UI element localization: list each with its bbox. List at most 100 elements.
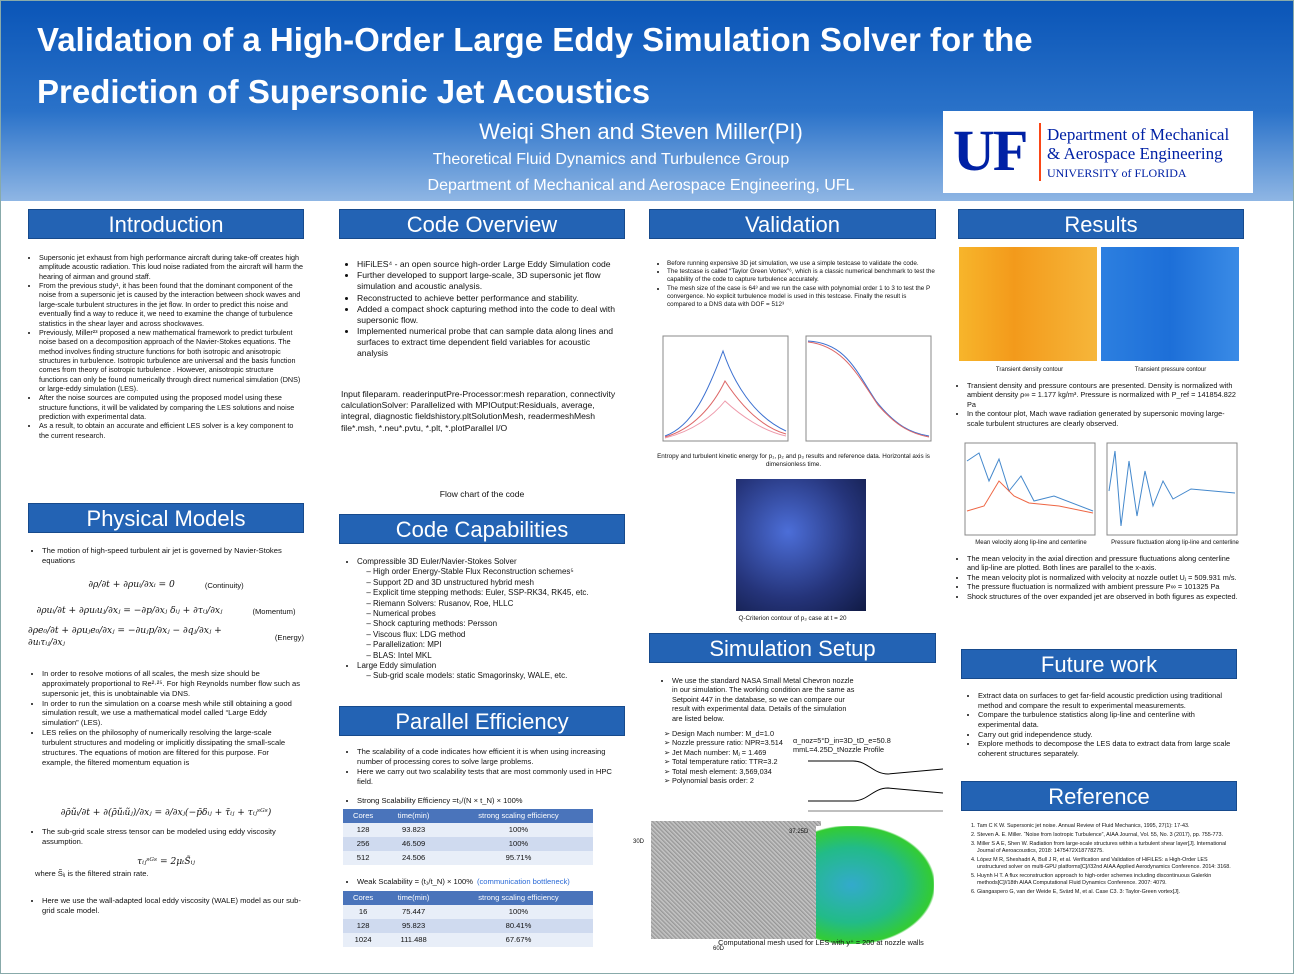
bullet: Reconstructed to achieve better performa…: [357, 293, 616, 304]
logo-text: UNIVERSITY of FLORIDA: [1047, 166, 1187, 180]
bullet: Supersonic jet exhaust from high perform…: [39, 253, 304, 281]
bullet: Shock capturing methods: Persson: [373, 619, 621, 629]
section-title: Simulation Setup: [649, 633, 936, 663]
table-header: Cores time(min) strong scaling efficiency: [343, 891, 593, 905]
equation: ∂ρ̄ũᵢ/∂t + ∂(ρ̄ũᵢũⱼ)/∂xⱼ = ∂/∂xⱼ(−p̄δᵢⱼ …: [60, 808, 272, 819]
bullet: Large Eddy simulationSub-grid scale mode…: [357, 661, 621, 682]
title: Prediction of Supersonic Jet Acoustics: [37, 73, 651, 110]
energy-plot: [805, 335, 932, 442]
bullet: The testcase is called “Taylor Green Vor…: [667, 268, 936, 284]
bullet-list: High order Energy-Stable Flux Reconstruc…: [357, 567, 621, 661]
table-row: 512 24.506 95.71%: [343, 851, 593, 865]
density-contour: [959, 247, 1097, 361]
curve: [664, 379, 787, 438]
bullet: Here we carry out two scalability tests …: [357, 767, 621, 787]
table-cell: 95.71%: [443, 851, 593, 865]
content-block: Cores time(min) strong scaling efficiency 1…: [339, 891, 625, 947]
content-block: Mean velocity along lip-line and centerl…: [959, 540, 1247, 548]
reference: Huynh H T. A flux reconstruction approac…: [977, 873, 1239, 887]
bullet-list: Supersonic jet exhaust from high perform…: [28, 253, 304, 440]
caption: Flow chart of the code: [439, 489, 525, 499]
section-title: Results: [958, 209, 1244, 239]
table-header-cell: time(min): [383, 891, 444, 905]
bullet: Strong Scalability Efficiency =t₁/(N × t…: [357, 796, 621, 806]
flowchart-label: Parallel I/O: [464, 422, 508, 433]
equation-label: (Continuity): [204, 581, 244, 591]
plot-frame: [1106, 442, 1238, 536]
content-block: Extract data on surfaces to get far-fiel…: [967, 691, 1237, 758]
bullet-list: Compressible 3D Euler/Navier-Stokes Solv…: [346, 557, 621, 682]
table-header-cell: Cores: [343, 891, 384, 905]
bullet: BLAS: Intel MKL: [373, 651, 621, 661]
reference: Tam C K W. Supersonic jet noise. Annual …: [977, 823, 1239, 830]
bullet: The mesh size of the case is 64³ and we …: [667, 285, 936, 310]
bullet: As a result, to obtain an accurate and e…: [39, 421, 304, 440]
bullet: The sub-grid scale stress tensor can be …: [42, 827, 301, 847]
flowchart-label: input: [427, 389, 447, 399]
flowchart-label: mesh: [552, 411, 574, 422]
section-title: Code Capabilities: [339, 514, 625, 544]
content-block: ∂ρ̄ũᵢ/∂t + ∂(ρ̄ũᵢũⱼ)/∂xⱼ = ∂/∂xⱼ(−p̄δᵢⱼ …: [28, 801, 304, 827]
section-title: Physical Models: [28, 503, 304, 533]
table-cell: 128: [343, 919, 384, 933]
logo-bar: [1039, 123, 1041, 181]
content-block: The sub-grid scale stress tensor can be …: [31, 827, 301, 847]
group: Theoretical Fluid Dynamics and Turbulenc…: [432, 151, 790, 168]
bullet: We use the standard NASA Small Metal Che…: [672, 676, 856, 723]
curve: [664, 349, 787, 437]
logo: UF Department of Mechanical & Aerospace …: [943, 111, 1253, 193]
bullet: Shock structures of the over expanded je…: [967, 592, 1241, 601]
bullet: Jet Mach number: Mⱼ = 1.469: [672, 748, 801, 757]
table-cell: 1024: [343, 933, 384, 947]
bullet: Here we use the wall-adapted local eddy …: [42, 896, 301, 916]
nozzle-wall: [808, 787, 944, 802]
caption: Q-Criterion contour of p₃ case at t = 20: [738, 615, 847, 622]
section-title: Future work: [961, 649, 1237, 679]
flowchart-label: Mesh, reader: [502, 411, 553, 422]
table-header-cell: Cores: [343, 809, 384, 823]
bullet-list: Extract data on surfaces to get far-fiel…: [967, 691, 1237, 758]
content-block: Weak Scalability = (t₁/t_N) × 100%(commu…: [346, 877, 621, 887]
header: Validation of a High-Order Large Eddy Si…: [1, 1, 1293, 201]
content-block: The motion of high-speed turbulent air j…: [31, 546, 301, 566]
bullet-list: Transient density and pressure contours …: [956, 381, 1241, 428]
table-header-cell: strong scaling efficiency: [443, 809, 593, 823]
flowchart-label: history.plt: [435, 411, 472, 422]
table-cell: 80.41%: [443, 919, 593, 933]
content-block: Tam C K W. Supersonic jet noise. Annual …: [963, 823, 1239, 898]
logo-text: Department of Mechanical: [1047, 125, 1230, 144]
bullet: The motion of high-speed turbulent air j…: [42, 546, 301, 566]
q-criterion-image: [736, 479, 866, 611]
bullet: Viscous flux: LDG method: [373, 630, 621, 640]
caption: Entropy and turbulent kinetic energy for…: [657, 453, 930, 469]
entropy-plot: [662, 335, 789, 442]
bullet-list: The mean velocity in the axial direction…: [956, 554, 1241, 601]
table-cell: 111.488: [383, 933, 444, 947]
curve: [807, 340, 930, 437]
table-cell: 16: [343, 905, 384, 919]
bullet-list: In order to resolve motions of all scale…: [31, 669, 301, 768]
bullet: The pressure fluctuation is normalized w…: [967, 582, 1241, 591]
curve: [807, 341, 930, 438]
bullet: Design Mach number: M_d=1.0: [672, 729, 801, 738]
nozzle-label: D_in=3D_t: [824, 736, 859, 745]
bullet-list: The sub-grid scale stress tensor can be …: [31, 827, 301, 847]
table: Cores time(min) strong scaling efficiency 1…: [343, 891, 593, 947]
equation: ∂ρe₀/∂t + ∂ρuⱼe₀/∂xⱼ = −∂uⱼp/∂xⱼ − ∂qⱼ/∂…: [28, 626, 222, 648]
caption: Mean velocity along lip-line and centerl…: [975, 540, 1087, 546]
bullet: Parallelization: MPI: [373, 640, 621, 650]
curve: [664, 400, 787, 439]
flowchart-label: Output:: [490, 400, 519, 411]
table-cell: 93.823: [383, 823, 444, 837]
nozzle-wall: [808, 760, 944, 775]
bullet: Explicit time stepping methods: Euler, S…: [373, 588, 621, 598]
nozzle-label: α_noz=5°: [793, 736, 825, 745]
content-block: Computational mesh used for LES with y⁺ …: [701, 938, 941, 947]
plot-frame: [964, 442, 1096, 536]
authors: Weiqi Shen and Steven Miller(PI): [479, 119, 803, 144]
bullet-list: The scalability of a code indicates how …: [346, 747, 621, 786]
bullet-list: Strong Scalability Efficiency =t₁/(N × t…: [346, 796, 621, 806]
bullet-list: Design Mach number: M_d=1.0Nozzle pressu…: [661, 729, 801, 786]
content-block: Strong Scalability Efficiency =t₁/(N × t…: [346, 796, 621, 806]
